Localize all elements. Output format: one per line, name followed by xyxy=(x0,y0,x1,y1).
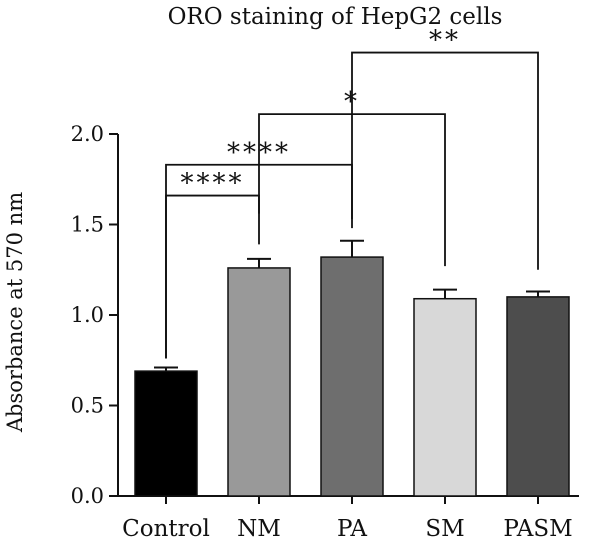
y-tick-label: 0.0 xyxy=(71,484,104,508)
significance-label: **** xyxy=(227,138,291,168)
x-tick-label: SM xyxy=(425,516,464,542)
bars-group xyxy=(134,239,570,497)
y-axis: 0.0 0.5 1.0 1.5 2.0 xyxy=(71,122,119,508)
bar-control xyxy=(134,370,198,497)
x-tick-label: Control xyxy=(122,516,210,542)
x-tick-label: NM xyxy=(237,516,281,542)
x-axis: Control NM PA SM PASM xyxy=(118,495,579,542)
bar-sm xyxy=(413,297,477,497)
significance-bracket xyxy=(351,51,539,270)
bar-pasm xyxy=(506,296,570,497)
chart-title: ORO staining of HepG2 cells xyxy=(168,4,503,30)
bar-pa xyxy=(320,256,384,497)
y-tick-label: 0.5 xyxy=(71,394,104,418)
x-tick-label: PA xyxy=(337,516,367,542)
significance-brackets: *********** xyxy=(165,26,539,359)
y-tick-label: 2.0 xyxy=(71,122,104,146)
bar-nm xyxy=(227,267,291,497)
x-tick-label: PASM xyxy=(503,516,572,542)
y-tick-label: 1.0 xyxy=(71,303,104,327)
significance-label: ** xyxy=(429,26,461,56)
y-tick-label: 1.5 xyxy=(71,213,104,237)
y-axis-label: Absorbance at 570 nm xyxy=(3,192,27,433)
significance-label: * xyxy=(344,87,360,117)
significance-label: **** xyxy=(181,169,245,199)
